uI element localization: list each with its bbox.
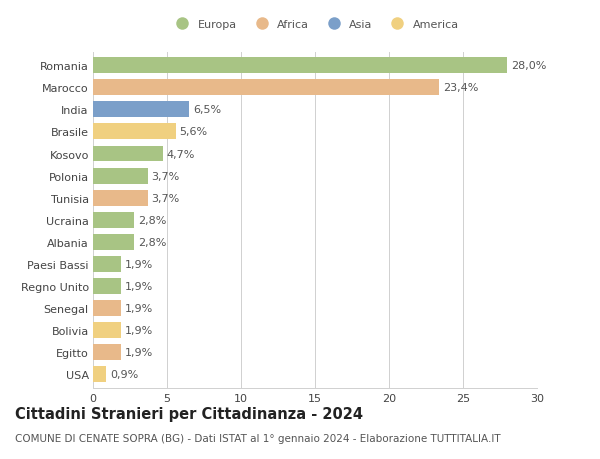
Text: 2,8%: 2,8% xyxy=(138,215,167,225)
Text: 0,9%: 0,9% xyxy=(110,369,138,380)
Bar xyxy=(93,323,121,338)
Bar xyxy=(93,124,176,140)
Text: 5,6%: 5,6% xyxy=(179,127,208,137)
Text: 1,9%: 1,9% xyxy=(125,347,153,358)
Bar xyxy=(93,102,189,118)
Bar xyxy=(93,345,121,360)
Bar xyxy=(93,235,134,250)
Text: 28,0%: 28,0% xyxy=(511,61,547,71)
Bar xyxy=(93,367,106,382)
Text: 1,9%: 1,9% xyxy=(125,325,153,336)
Bar xyxy=(93,213,134,228)
Text: 6,5%: 6,5% xyxy=(193,105,221,115)
Text: 1,9%: 1,9% xyxy=(125,259,153,269)
Bar xyxy=(93,257,121,272)
Text: 3,7%: 3,7% xyxy=(151,171,180,181)
Bar xyxy=(93,80,439,96)
Legend: Europa, Africa, Asia, America: Europa, Africa, Asia, America xyxy=(172,20,458,30)
Text: COMUNE DI CENATE SOPRA (BG) - Dati ISTAT al 1° gennaio 2024 - Elaborazione TUTTI: COMUNE DI CENATE SOPRA (BG) - Dati ISTAT… xyxy=(15,433,500,443)
Text: 23,4%: 23,4% xyxy=(443,83,478,93)
Text: 1,9%: 1,9% xyxy=(125,281,153,291)
Bar xyxy=(93,146,163,162)
Bar xyxy=(93,301,121,316)
Bar xyxy=(93,58,508,74)
Bar xyxy=(93,168,148,184)
Text: 2,8%: 2,8% xyxy=(138,237,167,247)
Text: 1,9%: 1,9% xyxy=(125,303,153,313)
Text: 3,7%: 3,7% xyxy=(151,193,180,203)
Bar xyxy=(93,190,148,206)
Text: Cittadini Stranieri per Cittadinanza - 2024: Cittadini Stranieri per Cittadinanza - 2… xyxy=(15,406,363,421)
Bar xyxy=(93,279,121,294)
Text: 4,7%: 4,7% xyxy=(166,149,194,159)
